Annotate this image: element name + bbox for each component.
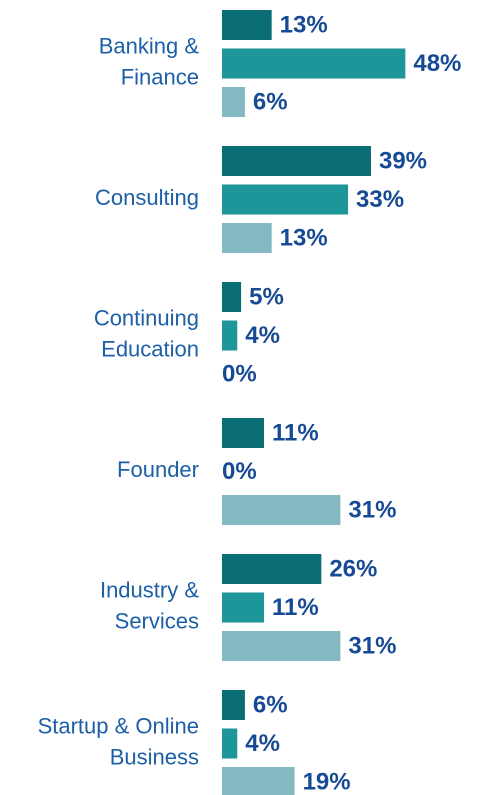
category-label: Industry & — [100, 577, 199, 602]
bar — [222, 10, 272, 40]
bar — [222, 690, 245, 720]
category-label: Services — [115, 608, 199, 633]
category-label: Finance — [121, 64, 199, 89]
bar — [222, 418, 265, 448]
value-label: 31% — [348, 632, 396, 659]
category-label: Founder — [117, 457, 199, 482]
bar — [222, 554, 322, 584]
value-label: 11% — [272, 594, 319, 621]
value-label: 26% — [329, 555, 377, 582]
value-label: 33% — [356, 186, 404, 213]
value-label: 4% — [245, 730, 280, 757]
bar — [222, 767, 295, 795]
bar — [222, 592, 265, 623]
value-label: 6% — [253, 691, 288, 718]
category-label: Business — [110, 744, 199, 769]
category-label: Startup & Online — [38, 713, 199, 738]
value-label: 5% — [249, 283, 284, 310]
value-label: 48% — [413, 50, 461, 77]
bar — [222, 184, 349, 215]
value-label: 0% — [222, 360, 257, 387]
value-label: 11% — [272, 419, 319, 446]
bar — [222, 631, 341, 661]
value-label: 31% — [348, 496, 396, 523]
value-label: 0% — [222, 458, 257, 485]
category-label: Consulting — [95, 185, 199, 210]
category-label: Banking & — [99, 33, 200, 58]
value-label: 19% — [303, 768, 351, 795]
bar — [222, 728, 238, 759]
value-label: 39% — [379, 147, 427, 174]
bar — [222, 495, 341, 525]
value-label: 4% — [245, 322, 280, 349]
bar — [222, 146, 371, 176]
bar — [222, 87, 245, 117]
bar — [222, 48, 406, 79]
bar — [222, 320, 238, 351]
bar — [222, 223, 272, 253]
category-label: Education — [101, 336, 199, 361]
value-label: 13% — [280, 224, 328, 251]
bar — [222, 282, 242, 312]
category-label: Continuing — [94, 305, 199, 330]
value-label: 13% — [280, 11, 328, 38]
value-label: 6% — [253, 88, 288, 115]
